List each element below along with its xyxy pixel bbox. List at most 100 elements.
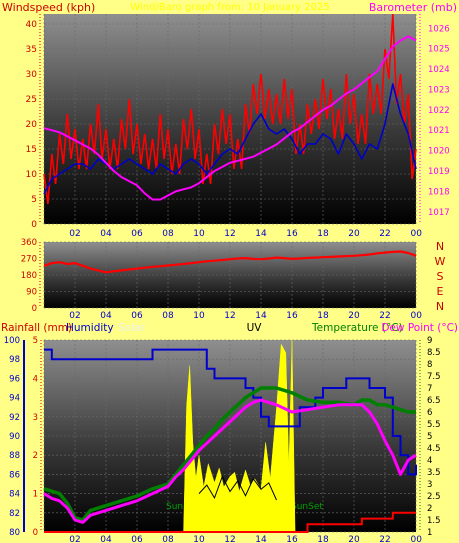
- windspeed-tick-label: 5: [31, 195, 37, 205]
- compass-letter: E: [437, 285, 444, 298]
- direction-tick-label: 360: [21, 238, 37, 248]
- barometer-tick-label: 1020: [428, 147, 450, 157]
- series: [43, 13, 417, 533]
- top-x-tick-label: 12: [224, 229, 235, 239]
- rainfall-tick-label: 0: [33, 528, 38, 538]
- direction-tick-label: 0: [32, 304, 37, 314]
- temperature-tick-label: 3.5: [427, 468, 441, 478]
- top-x-tick-label: 08: [162, 229, 174, 239]
- uv-line: [198, 475, 277, 501]
- dir-x-tick-label: 18: [317, 311, 329, 321]
- bottom-x-tick-label: 14: [255, 535, 267, 543]
- humidity-tick-label: 80: [9, 528, 20, 538]
- windspeed-tick-label: 20: [26, 120, 38, 130]
- temperature-tick-label: 4.5: [427, 444, 441, 454]
- windspeed-axis-label: Windspeed (kph): [2, 1, 95, 14]
- legend-uv: UV: [247, 322, 263, 334]
- dir-x-tick-label: 02: [69, 311, 80, 321]
- temperature-tick-label: 8.5: [427, 348, 441, 358]
- temperature-tick-label: 5.5: [427, 420, 441, 430]
- dir-x-tick-label: 22: [379, 311, 390, 321]
- humidity-tick-label: 88: [9, 451, 20, 461]
- windspeed-tick-label: 15: [26, 145, 37, 155]
- temperature-tick-label: 2.5: [427, 492, 441, 502]
- windspeed-tick-label: 35: [26, 45, 37, 55]
- humidity-tick-label: 98: [9, 355, 20, 365]
- windspeed-tick-label: 40: [26, 20, 38, 30]
- top-x-tick-label: 14: [255, 229, 267, 239]
- barometer-tick-label: 1024: [428, 65, 450, 75]
- temperature-tick-label: 3: [427, 480, 432, 490]
- dir-x-tick-label: 06: [131, 311, 143, 321]
- wind-direction-line: [43, 250, 417, 274]
- bottom-x-tick-label: 22: [379, 535, 390, 543]
- temperature-tick-label: 6: [427, 408, 432, 418]
- barometer-tick-label: 1019: [428, 167, 450, 177]
- humidity-tick-label: 100: [4, 336, 20, 346]
- temperature-tick-label: 6.5: [427, 396, 441, 406]
- temperature-tick-label: 5: [427, 432, 432, 442]
- humidity-line: [44, 348, 417, 476]
- dewpoint-line: [43, 398, 417, 524]
- top-x-tick-label: 22: [379, 229, 390, 239]
- legend-solar: Solar: [118, 322, 145, 334]
- temperature-tick-label: 2: [427, 504, 432, 514]
- bottom-x-tick-label: 12: [224, 535, 235, 543]
- compass-letter: S: [437, 270, 444, 283]
- bottom-x-tick-label: 20: [348, 535, 360, 543]
- temperature-tick-label: 9: [427, 336, 432, 346]
- dir-x-tick-label: 12: [224, 311, 235, 321]
- dir-x-tick-label: 20: [348, 311, 360, 321]
- dir-x-tick-label: 14: [255, 311, 267, 321]
- direction-tick-label: 270: [21, 255, 37, 265]
- dir-x-tick-label: 10: [193, 311, 205, 321]
- temperature-line: [43, 386, 416, 522]
- top-x-tick-label: 00: [411, 229, 423, 239]
- humidity-tick-label: 84: [9, 490, 20, 500]
- dir-x-tick-label: 04: [100, 311, 112, 321]
- dir-x-tick-label: 16: [286, 311, 298, 321]
- humidity-tick-label: 92: [9, 413, 20, 423]
- rainfall-tick-label: 4: [33, 374, 38, 384]
- windspeed-tick-label: 10: [26, 170, 38, 180]
- bottom-x-tick-label: 06: [131, 535, 143, 543]
- legend-humidity: Humidity: [66, 322, 114, 334]
- bottom-x-tick-label: 04: [100, 535, 112, 543]
- top-x-tick-label: 06: [131, 229, 143, 239]
- barometer-tick-label: 1017: [428, 208, 450, 218]
- rainfall-tick-label: 1: [33, 490, 38, 500]
- bottom-x-tick-label: 18: [317, 535, 329, 543]
- bottom-x-tick-label: 02: [69, 535, 80, 543]
- rainfall-line: [44, 511, 416, 533]
- direction-tick-label: 90: [26, 288, 37, 298]
- humidity-tick-label: 86: [9, 470, 20, 480]
- barometer-tick-label: 1026: [428, 24, 450, 34]
- legend-dewpoint: Dew Point (°C): [381, 322, 458, 334]
- temperature-tick-label: 8: [427, 360, 432, 370]
- top-x-tick-label: 20: [348, 229, 360, 239]
- temperature-tick-label: 1: [427, 528, 432, 538]
- temperature-tick-label: 7: [427, 384, 432, 394]
- direction-tick-label: 180: [21, 271, 37, 281]
- windspeed-tick-label: 25: [26, 95, 37, 105]
- legend-rainfall: Rainfall (mm): [1, 322, 72, 334]
- top-x-tick-label: 18: [317, 229, 329, 239]
- rainfall-tick-label: 3: [33, 413, 38, 423]
- windspeed-tick-label: 30: [26, 70, 38, 80]
- humidity-tick-label: 96: [9, 374, 20, 384]
- chart-title: Wind/Baro graph from: 10 January 2025: [130, 2, 329, 13]
- humidity-tick-label: 90: [9, 432, 20, 442]
- humidity-tick-label: 82: [9, 509, 20, 519]
- humidity-tick-label: 94: [9, 394, 20, 404]
- barometer-tick-label: 1018: [428, 187, 450, 197]
- windspeed-tick-label: 0: [31, 220, 37, 230]
- bottom-x-tick-label: 10: [193, 535, 205, 543]
- barometer-axis-label: Barometer (mb): [369, 1, 457, 14]
- barometer-tick-label: 1025: [428, 45, 450, 55]
- temperature-tick-label: 7.5: [427, 372, 441, 382]
- axes: 0202020404040606060808081010101212121414…: [4, 14, 450, 543]
- compass-letter: W: [435, 255, 446, 268]
- top-x-tick-label: 04: [100, 229, 112, 239]
- sunset-annotation: SunSet: [291, 502, 323, 512]
